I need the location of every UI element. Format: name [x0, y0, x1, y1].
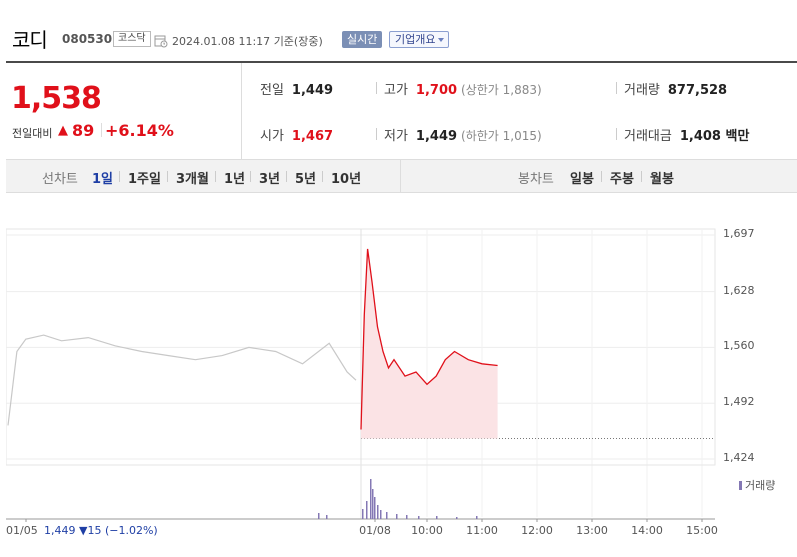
tab-monthly-candle[interactable]: 월봉 — [650, 172, 674, 187]
line-chart-label: 선차트 — [42, 172, 78, 187]
volume-bar — [396, 514, 398, 519]
tab-1y[interactable]: 1년 — [224, 172, 246, 187]
stock-code: 080530 — [62, 32, 113, 46]
volume: 거래량 877,528 — [624, 83, 728, 98]
tab-1d[interactable]: 1일 — [92, 172, 114, 187]
series-area-today — [361, 248, 498, 439]
divider — [400, 160, 401, 192]
divider — [250, 171, 251, 182]
timestamp: 2024.01.08 11:17 기준(장중) — [172, 35, 323, 48]
volume-bar — [406, 515, 408, 519]
x-tick-label: 11:00 — [466, 524, 498, 537]
series-line-today — [360, 248, 498, 430]
divider — [322, 171, 323, 182]
x-tick-label: 10:00 — [411, 524, 443, 537]
volume-bar — [386, 512, 388, 519]
tab-10y[interactable]: 10년 — [331, 172, 362, 187]
open-price: 시가 1,467 — [260, 129, 334, 144]
up-triangle-icon: ▲ — [58, 123, 68, 138]
price-summary: 1,538 전일대비 ▲ 89 +6.14% 전일 1,449 고가 1,700 (상… — [6, 61, 797, 159]
trade-value: 거래대금 1,408 백만 — [624, 129, 750, 144]
divider — [616, 128, 617, 140]
volume-bar — [380, 510, 382, 519]
volume-bar — [377, 505, 379, 519]
market-badge: 코스닥 — [113, 31, 151, 47]
volume-bar — [374, 497, 376, 519]
tab-5y[interactable]: 5년 — [295, 172, 317, 187]
volume-bar — [366, 501, 368, 519]
stock-header: 코디 080530 코스닥 2024.01.08 11:17 기준(장중) 실시… — [0, 0, 797, 58]
y-tick-label: 1,628 — [723, 283, 755, 297]
price-chart-svg — [6, 228, 716, 522]
volume-bar — [436, 516, 438, 519]
volume-legend-swatch — [739, 481, 742, 490]
divider — [641, 171, 642, 182]
divider — [215, 171, 216, 182]
company-info-button[interactable]: 기업개요 — [389, 31, 450, 48]
stock-name: 코디 — [12, 28, 48, 52]
volume-bar — [362, 509, 364, 519]
x-tick-label: 14:00 — [631, 524, 663, 537]
divider — [376, 82, 377, 94]
y-tick-label: 1,560 — [723, 339, 755, 353]
y-tick-label: 1,424 — [723, 451, 755, 464]
x-tick-label: 15:00 — [686, 524, 718, 537]
volume-bar — [326, 515, 328, 519]
change-percent: +6.14% — [105, 121, 174, 140]
prev-close: 전일 1,449 — [260, 83, 334, 98]
x-tick-label: 13:00 — [576, 524, 608, 537]
chart-tab-bar: 선차트 1일 1주일 3개월 1년 3년 5년 10년 봉차트 일봉 주봉 월봉 — [6, 159, 797, 193]
y-tick-label: 1,697 — [723, 227, 755, 240]
divider — [601, 171, 602, 182]
realtime-badge[interactable]: 실시간 — [342, 31, 383, 48]
volume-bar — [476, 516, 478, 519]
chevron-down-icon — [438, 38, 445, 42]
candle-chart-label: 봉차트 — [518, 172, 554, 187]
x-tick-label: 01/08 — [359, 524, 391, 537]
y-tick-label: 1,492 — [723, 395, 755, 409]
tab-weekly-candle[interactable]: 주봉 — [610, 172, 634, 187]
volume-bar — [372, 489, 374, 519]
volume-bar — [418, 516, 420, 519]
current-price-box: 1,538 전일대비 ▲ 89 +6.14% — [6, 63, 242, 159]
tab-1w[interactable]: 1주일 — [128, 172, 161, 187]
prev-day-summary: 1,449 ▼15 (−1.02%) — [44, 524, 158, 537]
tab-daily-candle[interactable]: 일봉 — [570, 172, 594, 187]
price-chart[interactable]: 거래량 1,697 1,628 1,560 1,492 1,424 01/05 01/08 1… — [6, 193, 797, 557]
volume-bar — [370, 479, 372, 519]
x-tick-label: 12:00 — [521, 524, 553, 537]
divider — [119, 171, 120, 182]
divider — [167, 171, 168, 182]
day-low: 저가 1,449 (하한가 1,015) — [384, 129, 542, 144]
volume-bar — [456, 517, 458, 519]
calendar-clock-icon — [154, 33, 168, 48]
series-line-prev-day — [7, 334, 357, 426]
current-price: 1,538 — [11, 81, 102, 116]
volume-bar — [318, 513, 320, 519]
change-value: 89 — [72, 121, 95, 140]
volume-legend: 거래량 — [739, 477, 775, 493]
divider — [616, 82, 617, 94]
tab-3m[interactable]: 3개월 — [176, 172, 209, 187]
divider — [101, 123, 102, 137]
x-tick-label: 01/05 — [6, 524, 38, 537]
day-high: 고가 1,700 (상한가 1,883) — [384, 83, 542, 98]
tab-3y[interactable]: 3년 — [259, 172, 281, 187]
divider — [376, 128, 377, 140]
change-label: 전일대비 — [12, 127, 53, 140]
divider — [286, 171, 287, 182]
